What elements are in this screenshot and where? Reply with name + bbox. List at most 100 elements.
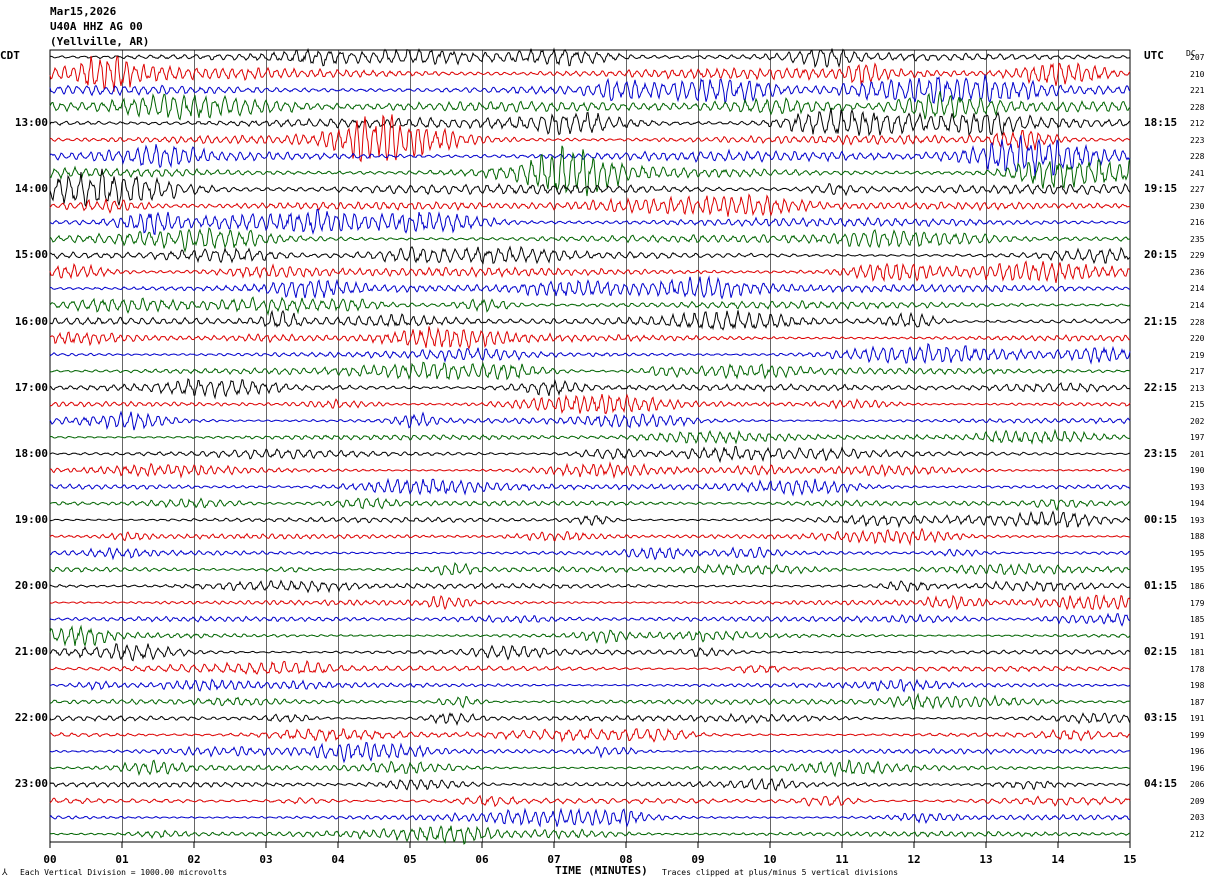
dc-value: 209 — [1190, 796, 1205, 806]
dc-value: 195 — [1190, 565, 1205, 575]
dc-value: 181 — [1190, 648, 1205, 658]
plot-frame — [49, 49, 1131, 843]
dc-value: 221 — [1190, 86, 1205, 96]
x-tick-label: 04 — [331, 853, 345, 866]
dc-value: 228 — [1190, 102, 1205, 112]
seismic-trace — [49, 678, 1131, 693]
x-tick-label: 10 — [763, 853, 777, 866]
dc-value: 223 — [1190, 135, 1205, 145]
dc-value: 194 — [1190, 499, 1205, 509]
x-tick-label: 14 — [1051, 853, 1065, 866]
seismic-trace — [49, 579, 1131, 594]
seismic-trace — [49, 378, 1131, 400]
seismic-trace — [49, 114, 1131, 163]
seismic-trace — [49, 727, 1131, 743]
dc-value: 235 — [1190, 234, 1205, 244]
left-time-label: 22:00 — [14, 711, 48, 725]
dc-value: 213 — [1190, 383, 1205, 393]
x-tick-label: 09 — [691, 853, 705, 866]
right-time-label: 19:15 — [1144, 182, 1178, 196]
right-time-label: 03:15 — [1144, 711, 1178, 725]
x-tick-label: 00 — [43, 853, 57, 866]
seismic-trace — [49, 74, 1131, 104]
clip-note: Traces clipped at plus/minus 5 vertical … — [662, 868, 899, 877]
location-label: (Yellville, AR) — [50, 35, 150, 48]
dc-value: 236 — [1190, 267, 1205, 277]
seismic-trace — [49, 47, 1131, 69]
seismic-trace — [49, 594, 1131, 611]
left-time-label: 21:00 — [14, 645, 48, 659]
seismic-trace — [49, 659, 1131, 675]
left-time-label: 23:00 — [14, 777, 48, 791]
seismic-trace — [49, 497, 1131, 512]
seismic-trace — [49, 624, 1131, 647]
seismic-trace — [49, 428, 1131, 445]
seismic-trace — [49, 461, 1131, 479]
station-label: U40A HHZ AG 00 — [50, 20, 143, 33]
seismic-trace — [49, 361, 1131, 381]
dc-value: 195 — [1190, 548, 1205, 558]
seismic-trace — [49, 777, 1131, 792]
left-time-label: 18:00 — [14, 446, 48, 460]
dc-value: 185 — [1190, 615, 1205, 625]
seismic-trace — [49, 561, 1131, 576]
dc-value: 193 — [1190, 515, 1205, 525]
scale-note: Each Vertical Division = 1000.00 microvo… — [20, 868, 228, 877]
dc-value: 228 — [1190, 152, 1205, 162]
seismic-trace — [49, 309, 1131, 331]
dc-value: 187 — [1190, 697, 1205, 707]
seismic-trace — [49, 477, 1131, 497]
right-time-label: 01:15 — [1144, 579, 1178, 593]
seismic-trace — [49, 108, 1131, 137]
dc-value: 217 — [1190, 367, 1205, 377]
right-time-label: 02:15 — [1144, 645, 1178, 659]
dc-value: 199 — [1190, 730, 1205, 740]
left-time-label: 13:00 — [14, 116, 48, 130]
seismic-trace — [49, 296, 1131, 317]
left-timezone-label: CDT — [0, 49, 20, 62]
right-time-label: 00:15 — [1144, 512, 1178, 526]
x-tick-label: 03 — [259, 853, 273, 866]
dc-value: 196 — [1190, 747, 1205, 757]
right-time-label: 23:15 — [1144, 446, 1178, 460]
dc-value: 178 — [1190, 664, 1205, 674]
dc-value: 191 — [1190, 631, 1205, 641]
dc-value: 227 — [1190, 185, 1205, 195]
dc-value: 229 — [1190, 251, 1205, 261]
x-tick-label: 05 — [403, 853, 417, 866]
right-time-label: 18:15 — [1144, 116, 1178, 130]
dc-value: 241 — [1190, 168, 1205, 178]
right-time-label: 04:15 — [1144, 777, 1178, 791]
dc-value: 188 — [1190, 532, 1205, 542]
x-tick-label: 06 — [475, 853, 489, 866]
seismic-trace — [49, 445, 1130, 464]
scale-icon: ⅄ — [2, 868, 8, 878]
left-time-label: 20:00 — [14, 579, 48, 593]
dc-value: 215 — [1190, 400, 1205, 410]
seismic-trace — [49, 410, 1131, 431]
seismic-trace — [49, 692, 1131, 710]
seismic-trace — [49, 643, 1131, 662]
x-tick-label: 01 — [115, 853, 129, 866]
seismic-trace — [49, 546, 1131, 561]
dc-value: 186 — [1190, 582, 1205, 592]
seismic-trace — [49, 712, 1131, 727]
dc-value: 219 — [1190, 350, 1205, 360]
dc-header: DC — [1186, 49, 1196, 58]
seismic-trace — [49, 275, 1130, 300]
seismic-trace — [49, 245, 1131, 265]
seismic-trace — [49, 145, 1131, 197]
right-timezone-label: UTC — [1144, 49, 1164, 62]
seismic-trace — [49, 612, 1131, 627]
dc-value: 216 — [1190, 218, 1205, 228]
seismic-trace — [49, 168, 1131, 208]
seismic-trace — [49, 807, 1130, 828]
seismic-trace — [50, 208, 1131, 235]
dc-value: 214 — [1190, 284, 1205, 294]
x-tick-label: 02 — [187, 853, 201, 866]
seismic-trace — [49, 134, 1131, 177]
seismic-trace — [50, 741, 1130, 764]
seismic-trace — [49, 193, 1130, 217]
dc-value: 212 — [1190, 830, 1205, 839]
